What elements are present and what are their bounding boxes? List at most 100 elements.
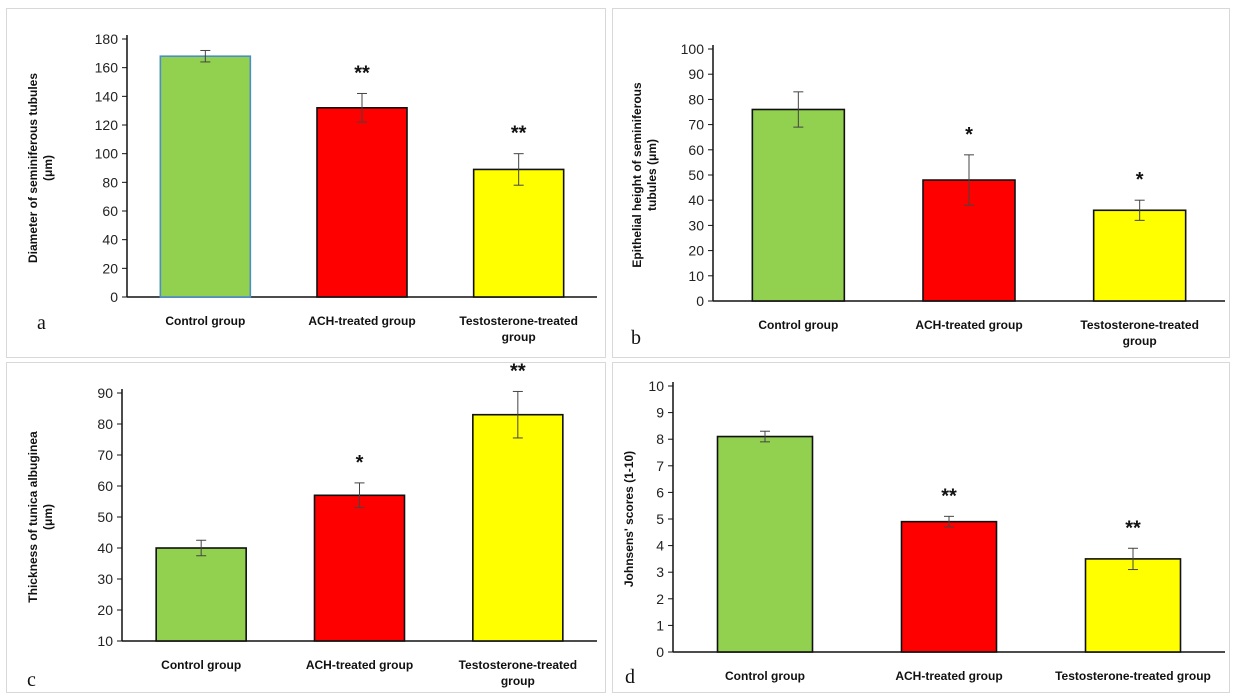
y-tick-label: 8 — [656, 431, 664, 447]
y-tick-label: 60 — [97, 478, 113, 494]
panel-a: 0 20 40 60 80 100 120 140 160 180 Diameter of semi… — [6, 8, 606, 358]
y-tick-label: 4 — [656, 538, 664, 554]
y-axis-title-line: Johnsens' scores (1-10) — [622, 451, 636, 587]
y-tick-label: 50 — [688, 167, 704, 183]
significance-marker: ** — [354, 62, 370, 84]
bar — [316, 107, 408, 298]
y-tick-label: 20 — [688, 243, 704, 259]
y-tick-label: 100 — [681, 41, 705, 57]
y-tick-label: 30 — [688, 217, 704, 233]
y-tick-label: 90 — [688, 66, 704, 82]
y-tick-label: 80 — [97, 416, 113, 432]
bar — [472, 413, 564, 642]
category-label: ACH-treated group — [915, 318, 1022, 332]
chart-svg: 0 1 2 3 4 5 6 7 8 9 10 Johnsens' scores (1-10) Contr… — [622, 378, 1225, 688]
category-label-line: Testosterone-treated — [459, 314, 577, 328]
category-label-line: ACH-treated group — [308, 314, 415, 328]
category-label: Testosterone-treated group — [1080, 318, 1198, 348]
y-axis-title-line: Thickness of tunica albuginea — [26, 431, 40, 603]
y-tick-label: 80 — [688, 91, 704, 107]
y-tick-label: 6 — [656, 484, 664, 500]
category-label-line: Control group — [161, 658, 241, 672]
category-label-line: group — [1123, 334, 1157, 348]
category-label: Control group — [165, 314, 245, 328]
y-tick-label: 100 — [95, 146, 119, 162]
y-axis-title-line: (μm) — [41, 504, 55, 530]
category-label-line: Testosterone-treated — [1080, 318, 1198, 332]
y-tick-label: 70 — [97, 447, 113, 463]
significance-marker: ** — [511, 123, 527, 145]
bar — [751, 108, 846, 302]
y-tick-label: 10 — [688, 268, 704, 284]
y-tick-label: 60 — [688, 142, 704, 158]
y-axis-title: Epithelial height of seminiferoustubules… — [630, 82, 659, 268]
bar — [155, 547, 247, 642]
panel-letter: a — [37, 312, 46, 334]
y-tick-label: 2 — [656, 591, 664, 607]
panel-letter: b — [631, 327, 641, 349]
y-axis-title: Thickness of tunica albuginea(μm) — [26, 431, 55, 603]
y-tick-label: 70 — [688, 117, 704, 133]
panel-d: 0 1 2 3 4 5 6 7 8 9 10 Johnsens' scores (1-10) Contr… — [612, 362, 1230, 693]
significance-marker: * — [965, 124, 973, 146]
y-tick-label: 40 — [688, 192, 704, 208]
category-label-line: group — [502, 330, 536, 344]
category-label: Control group — [161, 658, 241, 672]
y-tick-label: 7 — [656, 458, 664, 474]
significance-marker: * — [1136, 169, 1144, 191]
y-tick-label: 60 — [102, 203, 118, 219]
y-tick-label: 160 — [95, 60, 119, 76]
significance-marker: ** — [1125, 517, 1141, 539]
panel-letter: d — [625, 666, 635, 688]
chart-svg: 10 20 30 40 50 60 70 80 90 Thickness of tunica al… — [26, 363, 597, 691]
category-label-line: Control group — [758, 318, 838, 332]
y-axis-title: Johnsens' scores (1-10) — [622, 451, 636, 587]
panel-b: 0 10 20 30 40 50 60 70 80 90 100 Epithelial height … — [612, 8, 1230, 358]
y-axis-title: Diameter of seminiferous tubules(μm) — [26, 73, 55, 263]
y-axis-title-line: Diameter of seminiferous tubules — [26, 73, 40, 263]
y-tick-label: 40 — [102, 232, 118, 248]
y-tick-label: 1 — [656, 617, 664, 633]
y-tick-label: 90 — [97, 385, 113, 401]
bar — [1084, 558, 1182, 653]
y-tick-label: 20 — [97, 602, 113, 618]
y-tick-label: 120 — [95, 117, 119, 133]
y-tick-label: 5 — [656, 511, 664, 527]
y-tick-label: 50 — [97, 509, 113, 525]
chart-svg: 0 10 20 30 40 50 60 70 80 90 100 Epithelial height … — [630, 41, 1225, 349]
y-tick-label: 0 — [656, 644, 664, 660]
bar — [159, 55, 252, 298]
category-label-line: Testosterone-treated group — [1055, 669, 1211, 683]
category-label-line: Testosterone-treated — [459, 658, 577, 672]
category-label: Control group — [758, 318, 838, 332]
category-label: Testosterone-treated group — [459, 314, 577, 344]
y-tick-label: 0 — [110, 289, 118, 305]
bar — [1092, 209, 1187, 302]
y-axis-title-line: tubules (μm) — [645, 139, 659, 211]
y-tick-label: 0 — [696, 293, 704, 309]
significance-marker: ** — [510, 363, 526, 382]
bar — [716, 435, 814, 653]
y-tick-label: 40 — [97, 540, 113, 556]
category-label: ACH-treated group — [895, 669, 1002, 683]
category-label: ACH-treated group — [306, 658, 413, 672]
category-label-line: Control group — [725, 669, 805, 683]
category-label-line: ACH-treated group — [895, 669, 1002, 683]
y-axis-title-line: Epithelial height of seminiferous — [630, 82, 644, 268]
category-label: Control group — [725, 669, 805, 683]
panel-c: 10 20 30 40 50 60 70 80 90 Thickness of tunica al… — [6, 362, 606, 693]
bar — [313, 494, 406, 642]
y-tick-label: 3 — [656, 564, 664, 580]
category-label-line: group — [501, 674, 535, 688]
significance-marker: ** — [941, 485, 957, 507]
y-tick-label: 180 — [95, 31, 119, 47]
y-tick-label: 140 — [95, 88, 119, 104]
panel-letter: c — [27, 669, 36, 691]
y-tick-label: 20 — [102, 260, 118, 276]
category-label: ACH-treated group — [308, 314, 415, 328]
category-label-line: ACH-treated group — [915, 318, 1022, 332]
category-label-line: ACH-treated group — [306, 658, 413, 672]
bar — [472, 168, 565, 298]
bar — [900, 520, 998, 653]
